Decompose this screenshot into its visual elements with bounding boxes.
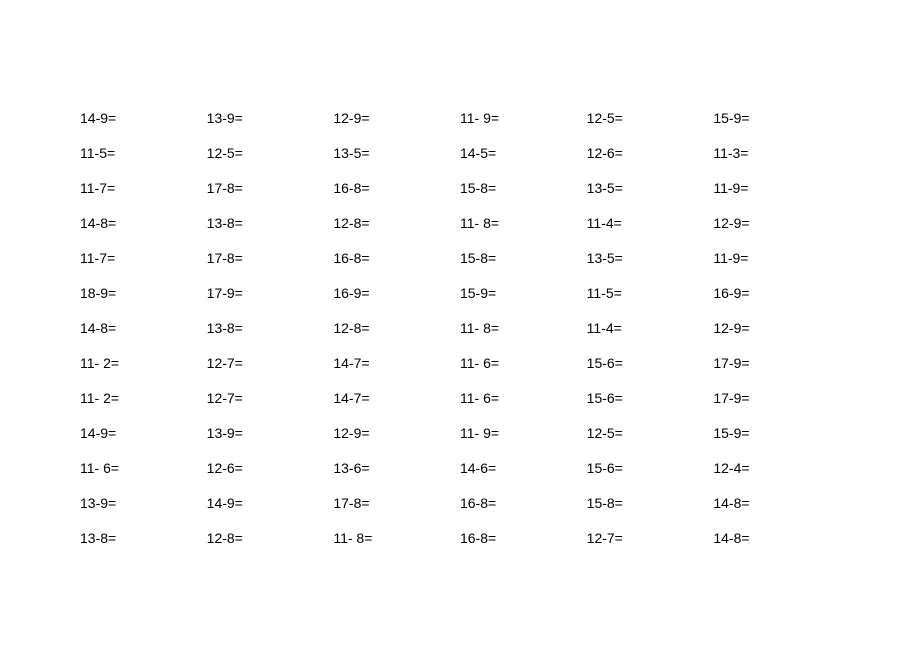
math-problem: 12-9= (333, 425, 460, 441)
math-problem: 12-6= (587, 145, 714, 161)
math-problem: 11-5= (587, 285, 714, 301)
math-problem: 12-9= (333, 110, 460, 126)
math-problem: 14-9= (80, 425, 207, 441)
math-problem: 16-9= (713, 285, 840, 301)
math-problem: 12-4= (713, 460, 840, 476)
math-problem: 13-6= (333, 460, 460, 476)
math-problem: 12-6= (207, 460, 334, 476)
math-problem: 15-6= (587, 390, 714, 406)
subtraction-worksheet: 14-9= 13-9= 12-9= 11- 9= 12-5= 15-9= 11-… (80, 110, 840, 546)
math-problem: 15-9= (713, 110, 840, 126)
math-problem: 14-7= (333, 390, 460, 406)
math-problem: 13-9= (80, 495, 207, 511)
math-problem: 11- 2= (80, 390, 207, 406)
math-problem: 16-9= (333, 285, 460, 301)
math-problem: 14-8= (80, 215, 207, 231)
math-problem: 12-8= (333, 320, 460, 336)
math-problem: 13-5= (333, 145, 460, 161)
math-problem: 16-8= (333, 180, 460, 196)
math-problem: 12-8= (333, 215, 460, 231)
math-problem: 11- 9= (460, 425, 587, 441)
math-problem: 15-6= (587, 355, 714, 371)
math-problem: 11-5= (80, 145, 207, 161)
math-problem: 12-5= (207, 145, 334, 161)
math-problem: 11-4= (587, 320, 714, 336)
math-problem: 16-8= (333, 250, 460, 266)
math-problem: 13-8= (80, 530, 207, 546)
math-problem: 17-8= (333, 495, 460, 511)
math-problem: 15-8= (460, 180, 587, 196)
math-problem: 11- 6= (460, 390, 587, 406)
math-problem: 15-8= (460, 250, 587, 266)
math-problem: 15-8= (587, 495, 714, 511)
math-problem: 13-5= (587, 180, 714, 196)
math-problem: 11- 6= (460, 355, 587, 371)
math-problem: 14-8= (713, 495, 840, 511)
math-problem: 16-8= (460, 530, 587, 546)
math-problem: 14-5= (460, 145, 587, 161)
math-problem: 11- 6= (80, 460, 207, 476)
math-problem: 14-6= (460, 460, 587, 476)
math-problem: 16-8= (460, 495, 587, 511)
math-problem: 17-8= (207, 250, 334, 266)
math-problem: 12-8= (207, 530, 334, 546)
math-problem: 14-8= (80, 320, 207, 336)
math-problem: 12-9= (713, 320, 840, 336)
math-problem: 12-7= (207, 390, 334, 406)
math-problem: 11-9= (713, 250, 840, 266)
math-problem: 11-7= (80, 250, 207, 266)
math-problem: 14-8= (713, 530, 840, 546)
math-problem: 11-9= (713, 180, 840, 196)
math-problem: 15-6= (587, 460, 714, 476)
math-problem: 11- 2= (80, 355, 207, 371)
math-problem: 12-5= (587, 110, 714, 126)
math-problem: 11- 8= (460, 320, 587, 336)
math-problem: 18-9= (80, 285, 207, 301)
math-problem: 11-7= (80, 180, 207, 196)
math-problem: 13-5= (587, 250, 714, 266)
math-problem: 17-9= (207, 285, 334, 301)
math-problem: 12-7= (207, 355, 334, 371)
math-problem: 12-5= (587, 425, 714, 441)
math-problem: 13-9= (207, 425, 334, 441)
math-problem: 17-8= (207, 180, 334, 196)
math-problem: 13-9= (207, 110, 334, 126)
math-problem: 17-9= (713, 355, 840, 371)
math-problem: 15-9= (713, 425, 840, 441)
math-problem: 13-8= (207, 320, 334, 336)
math-problem: 15-9= (460, 285, 587, 301)
math-problem: 11- 9= (460, 110, 587, 126)
math-problem: 12-7= (587, 530, 714, 546)
math-problem: 12-9= (713, 215, 840, 231)
math-problem: 11-3= (713, 145, 840, 161)
math-problem: 11- 8= (460, 215, 587, 231)
math-problem: 14-9= (80, 110, 207, 126)
math-problem: 14-9= (207, 495, 334, 511)
math-problem: 17-9= (713, 390, 840, 406)
math-problem: 11-4= (587, 215, 714, 231)
math-problem: 11- 8= (333, 530, 460, 546)
math-problem: 14-7= (333, 355, 460, 371)
math-problem: 13-8= (207, 215, 334, 231)
